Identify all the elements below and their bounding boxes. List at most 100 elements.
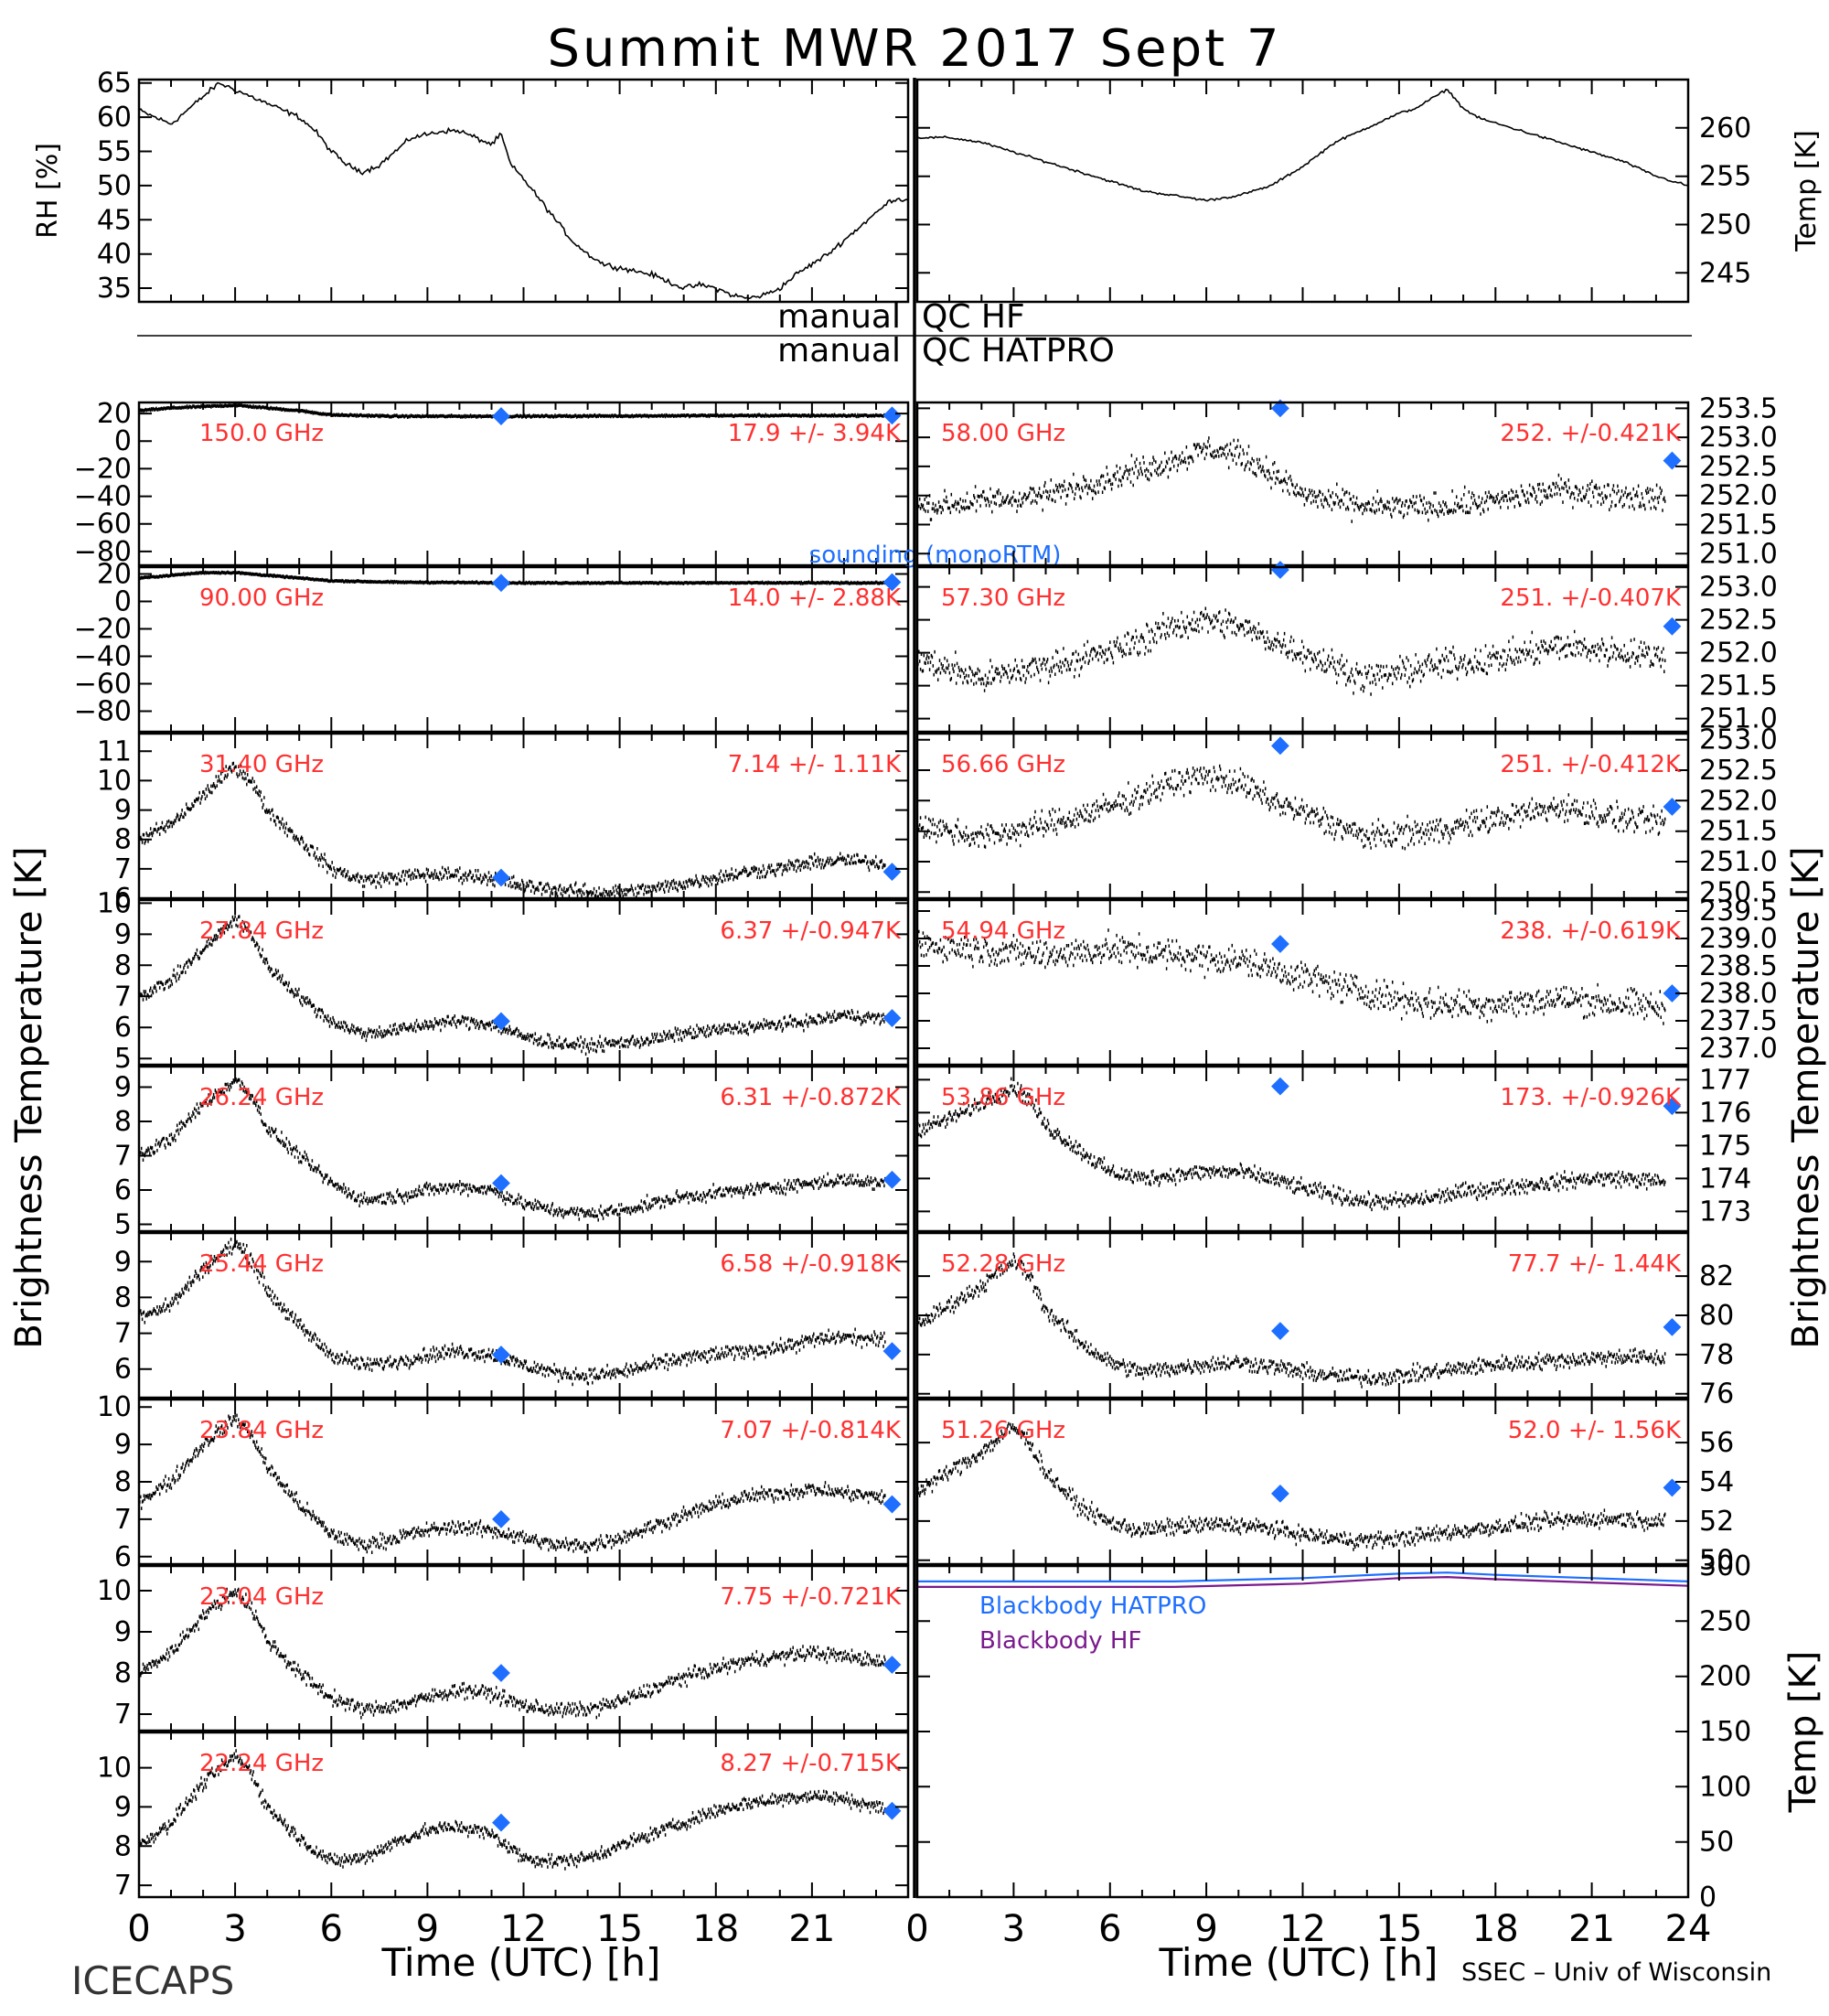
y-tick-label: 239.5 [1699,895,1778,928]
y-tick-label: 177 [1699,1064,1751,1096]
y-tick-label: 255 [1699,161,1751,193]
sounding-marker [492,868,510,887]
sounding-marker [882,406,902,425]
y-tick-label: −80 [74,696,132,728]
x-ticks-k2304 [138,1566,909,1731]
sounding-marker [882,1656,902,1674]
y-tick-label: 176 [1699,1097,1751,1129]
sounding-marker [1271,399,1289,418]
y-tick-label: 10 [97,887,132,919]
sounding-marker [1663,1317,1682,1336]
figure-title: Summit MWR 2017 Sept 7 [547,19,1281,79]
x-tick-label-left: 3 [223,1908,246,1950]
y-tick-label: 6 [114,883,132,915]
y-ticks-k2544 [139,1260,908,1370]
y-tick-label: 5 [114,1043,132,1075]
series-points-hf150 [139,403,886,419]
y-ticks-temp [917,126,1688,274]
sounding-marker [492,1012,510,1031]
qc-hatpro-left: manual [777,332,901,370]
x-ticks-v5494 [916,900,1689,1065]
y-tick-label: 11 [97,735,132,767]
y-tick-label: 8 [114,824,132,856]
y-tick-label: 60 [97,102,132,134]
right-ylabel: Brightness Temperature [K] [1785,846,1827,1348]
y-tick-label: 252.5 [1699,755,1778,787]
plot-area-v5494 [917,928,1666,1025]
sounding-marker [1271,1322,1289,1341]
frequency-label: 27.84 GHz [199,917,324,945]
stats-label: 77.7 +/- 1.44K [1508,1250,1682,1278]
sounding-marker [882,573,902,592]
x-tick-label-left: 0 [127,1908,150,1950]
y-tick-label: 7 [114,981,132,1013]
series-points-v5228 [917,1252,1666,1389]
stats-label: 7.75 +/-0.721K [720,1583,902,1611]
panel-k2304: 7 8 9 10 23.04 GHz 7.75 +/-0.721K [97,1564,910,1732]
sounding-marker [882,1170,902,1189]
x-tick-label-right: 12 [1279,1908,1326,1950]
plot-area-temp [917,88,1688,202]
y-tick-label: −60 [74,669,132,701]
frequency-label: 90.00 GHz [199,584,324,612]
x-tick-label-left: 9 [416,1908,439,1950]
qc-hf-right: QC HF [922,298,1025,336]
plot-area-v5228 [917,1252,1666,1389]
xlabel-left: Time (UTC) [h] [381,1940,661,1985]
y-tick-label: 100 [1699,1771,1751,1803]
frequency-label: 31.40 GHz [199,751,324,778]
x-ticks-hf150 [138,402,909,565]
series-points-hf90 [139,570,886,585]
y-ticks-v5800 [917,407,1688,555]
y-ticks-k2304 [139,1590,908,1715]
series-points-k2224 [139,1749,886,1871]
panel-temp: 245 250 255 260 Temp [K] [915,78,1823,304]
y-tick-label: 6 [114,1174,132,1206]
x-ticks-k3140 [138,734,909,898]
panel-ylabel-temp: Temp [K] [1791,130,1823,252]
x-tick-label-left: 21 [788,1908,835,1950]
y-tick-label: 54 [1699,1466,1734,1498]
plot-area-v5126 [917,1421,1666,1551]
plot-area-k2224 [139,1749,886,1871]
series-line-rh [139,81,908,300]
y-tick-label: 173 [1699,1196,1751,1228]
y-tick-label: 40 [97,239,132,271]
y-tick-label: 250.5 [1699,876,1778,908]
series-points-v5386 [917,1077,1666,1212]
y-tick-label: 253.0 [1699,572,1778,604]
y-tick-label: 8 [114,1466,132,1498]
stats-label: 17.9 +/- 3.94K [728,420,902,447]
y-tick-label: 7 [114,1870,132,1902]
x-ticks-rh [138,80,909,302]
y-tick-label: 56 [1699,1427,1734,1459]
y-tick-label: 55 [97,136,132,168]
y-tick-label: 7 [114,1699,132,1731]
series-points-k2624 [139,1078,886,1222]
x-tick-label-right: 15 [1375,1908,1422,1950]
frequency-label: 54.94 GHz [941,917,1065,945]
y-ticks-k2384 [139,1406,908,1558]
y-tick-label: 251.5 [1699,509,1778,542]
plot-area-k2544 [139,1238,886,1387]
y-tick-label: −60 [74,509,132,541]
x-tick-label-left: 6 [320,1908,343,1950]
y-tick-label: 0 [1699,1882,1717,1914]
stats-label: 238. +/-0.619K [1500,917,1682,945]
series-points-k2384 [139,1413,886,1554]
y-tick-label: 52 [1699,1506,1734,1538]
x-ticks-v5126 [916,1399,1689,1564]
y-tick-label: 50 [97,170,132,202]
y-tick-label: 8 [114,1657,132,1689]
sounding-marker [1663,1097,1682,1116]
sounding-marker [882,863,902,881]
y-tick-label: 252.0 [1699,480,1778,512]
y-tick-label: 251.5 [1699,670,1778,702]
series-points-k2304 [139,1587,886,1720]
